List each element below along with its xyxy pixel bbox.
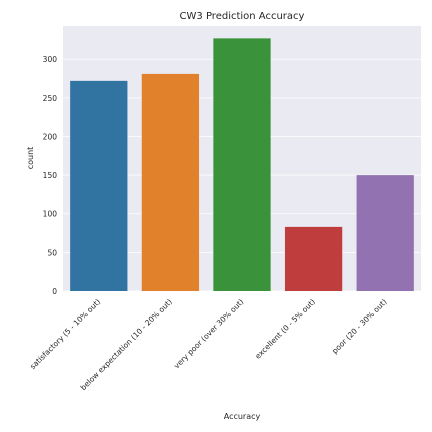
y-tick-label: 200 [43, 132, 58, 141]
bars [70, 38, 414, 292]
chart-title: CW3 Prediction Accuracy [180, 11, 305, 22]
bar [284, 226, 343, 291]
bar [141, 73, 200, 291]
x-tick-label: poor (20 - 30% out) [330, 297, 388, 355]
x-tick-label: very poor (over 30% out) [172, 297, 245, 370]
bar [70, 80, 128, 292]
y-axis-label: count [26, 147, 35, 170]
y-tick-label: 300 [43, 55, 58, 64]
y-tick-label: 150 [43, 171, 58, 180]
x-axis-label: Accuracy [224, 412, 261, 421]
y-tick-label: 100 [43, 210, 58, 219]
x-tick-label: excellent (0 - 5% out) [253, 297, 317, 361]
bar [213, 38, 271, 292]
x-tick-labels: satisfactory (5 - 10% out)below expectat… [28, 297, 388, 392]
y-tick-label: 50 [47, 248, 57, 257]
y-tick-label: 250 [43, 94, 58, 103]
x-tick-label: satisfactory (5 - 10% out) [28, 297, 102, 371]
y-tick-labels: 0 50 100 150 200 250 300 [43, 55, 58, 296]
bar [356, 175, 414, 291]
y-tick-label: 0 [52, 287, 57, 296]
